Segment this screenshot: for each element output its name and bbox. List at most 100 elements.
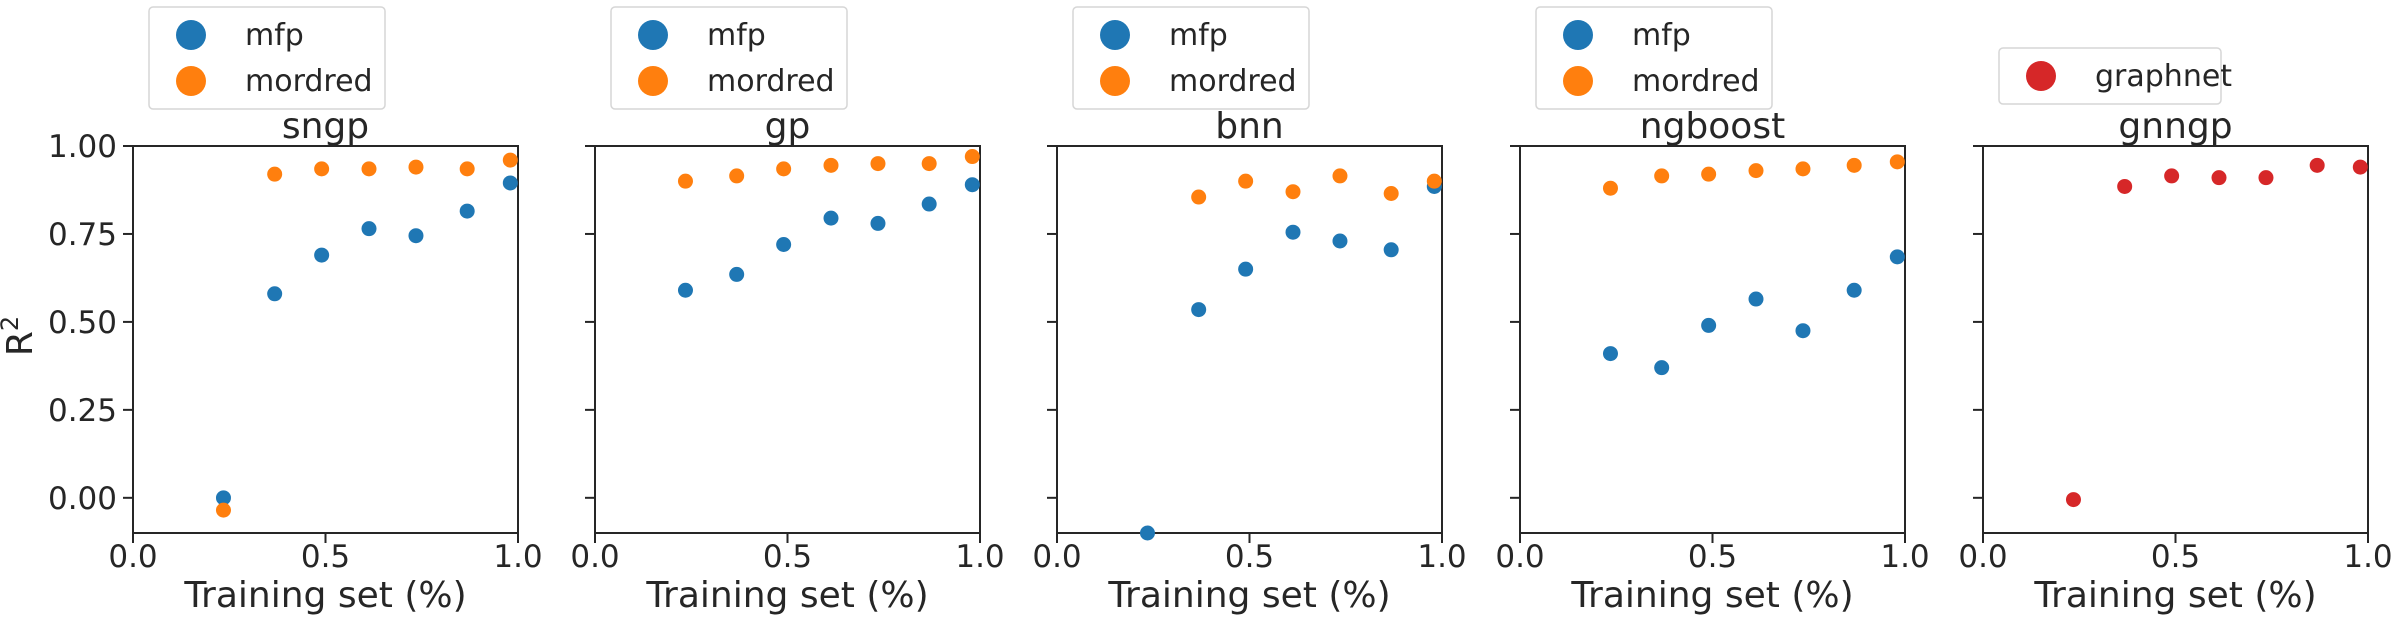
data-point <box>314 247 330 263</box>
legend-marker <box>176 20 206 50</box>
data-point <box>459 161 475 177</box>
legend-label: mordred <box>707 64 835 99</box>
x-tick-label: 1.0 <box>493 539 542 575</box>
data-point <box>1191 302 1207 318</box>
data-point <box>1602 180 1618 196</box>
x-tick-label: 0.5 <box>1688 539 1737 575</box>
legend-marker <box>1100 20 1130 50</box>
data-point <box>215 490 231 506</box>
x-axis-label: Training set (%) <box>183 575 466 616</box>
data-point <box>1285 184 1301 200</box>
series-mordred <box>1602 154 1905 196</box>
panel-title: gnngp <box>2118 106 2232 147</box>
legend-label: mordred <box>1632 64 1760 99</box>
panel-gnngp: 0.0 0.5 1.0 Training set (%) gnngp graphnet <box>1958 47 2393 616</box>
legend: mfp mordred <box>148 6 386 110</box>
legend-marker <box>1563 20 1593 50</box>
data-point <box>408 159 424 175</box>
data-point <box>361 221 377 237</box>
series-mordred <box>1191 168 1442 205</box>
legend-marker <box>176 66 206 96</box>
plot-frame <box>132 145 519 534</box>
data-point <box>267 286 283 302</box>
legend-marker <box>2026 61 2056 91</box>
data-point <box>921 196 937 212</box>
data-point <box>1654 360 1670 376</box>
panel-bnn: 0.0 0.5 1.0 Training set (%) bnn mfp mordred <box>1032 6 1467 616</box>
data-point <box>1748 163 1764 179</box>
data-point <box>729 168 745 184</box>
data-point <box>502 175 518 191</box>
data-point <box>776 237 792 253</box>
series-mfp <box>1139 178 1442 541</box>
data-point <box>314 161 330 177</box>
x-tick-label: 0.0 <box>1958 539 2007 575</box>
plot-frame <box>1056 145 1443 534</box>
legend-label: mfp <box>707 18 766 53</box>
data-point <box>1795 161 1811 177</box>
x-tick-label: 1.0 <box>955 539 1004 575</box>
data-point <box>1332 233 1348 249</box>
data-point <box>1383 185 1399 201</box>
panel-title: ngboost <box>1640 106 1785 147</box>
data-point <box>1238 261 1254 277</box>
x-axis-label: Training set (%) <box>2033 575 2316 616</box>
data-point <box>677 173 693 189</box>
y-tick-label: 0.25 <box>48 393 117 429</box>
legend-label: mordred <box>245 64 373 99</box>
x-tick-label: 0.0 <box>570 539 619 575</box>
data-point <box>870 156 886 172</box>
data-point <box>2352 159 2368 175</box>
x-tick-label: 1.0 <box>2343 539 2392 575</box>
legend-box <box>148 6 386 110</box>
legend-marker <box>638 66 668 96</box>
panel-title: bnn <box>1215 106 1283 147</box>
data-point <box>2065 492 2081 508</box>
legend-box <box>1535 6 1773 110</box>
series-graphnet <box>2065 157 2368 508</box>
legend-label: mfp <box>245 18 304 53</box>
panel-sngp: 0.00 0.25 0.50 0.75 1.00 0.0 0.5 1.0 Training se… <box>48 6 543 616</box>
data-point <box>776 161 792 177</box>
data-point <box>408 228 424 244</box>
legend: graphnet <box>1998 47 2232 105</box>
data-point <box>1748 291 1764 307</box>
data-point <box>1332 168 1348 184</box>
data-point <box>1701 166 1717 182</box>
data-point <box>677 282 693 298</box>
data-point <box>502 152 518 168</box>
data-point <box>1795 323 1811 339</box>
x-tick-label: 1.0 <box>1417 539 1466 575</box>
legend-box <box>1072 6 1310 110</box>
data-point <box>1701 317 1717 333</box>
series-mfp <box>677 177 980 298</box>
x-tick-label: 0.0 <box>1032 539 1081 575</box>
panel-title: sngp <box>282 106 369 147</box>
data-point <box>964 149 980 165</box>
data-point <box>459 203 475 219</box>
data-point <box>1654 168 1670 184</box>
legend-label: graphnet <box>2095 59 2232 94</box>
data-point <box>1383 242 1399 258</box>
series-mordred <box>215 152 518 518</box>
data-point <box>1889 249 1905 265</box>
data-point <box>823 210 839 226</box>
data-point <box>1191 189 1207 205</box>
legend-box <box>610 6 848 110</box>
panel-title: gp <box>765 106 811 147</box>
x-tick-label: 0.0 <box>108 539 157 575</box>
legend-marker <box>1100 66 1130 96</box>
y-tick-label: 1.00 <box>48 129 117 165</box>
series-mordred <box>677 149 980 189</box>
data-point <box>267 166 283 182</box>
legend: mfp mordred <box>610 6 848 110</box>
data-point <box>2211 170 2227 186</box>
plot-frame <box>1519 145 1906 534</box>
data-point <box>2258 170 2274 186</box>
x-axis-label: Training set (%) <box>1107 575 1390 616</box>
y-tick-label: 0.00 <box>48 481 117 517</box>
x-tick-label: 1.0 <box>1880 539 1929 575</box>
series-mfp <box>1602 249 1905 376</box>
legend: mfp mordred <box>1072 6 1310 110</box>
data-point <box>2117 178 2133 194</box>
